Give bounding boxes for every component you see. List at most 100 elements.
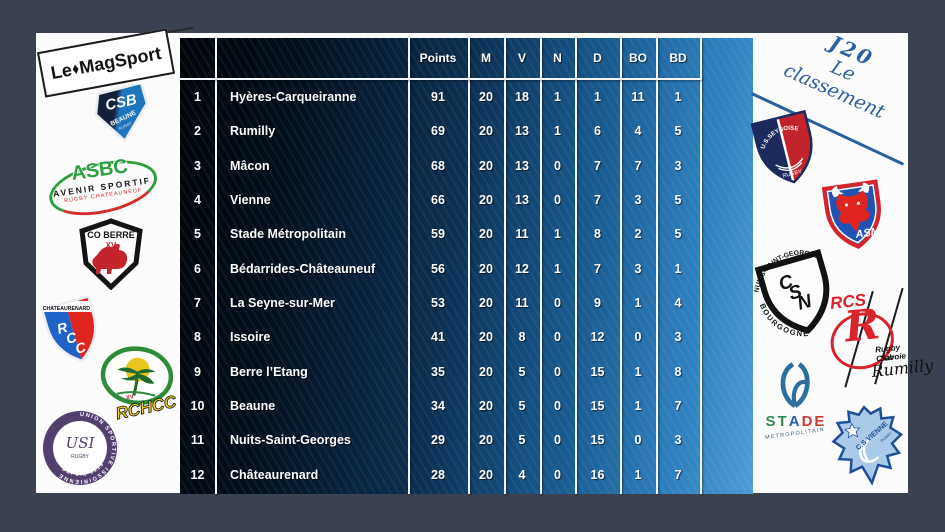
brand-prefix: Le [49, 59, 74, 83]
bo-cell: 1 [634, 467, 642, 482]
table-row: 9 Berre l’Etang 35 20 5 0 15 1 8 [180, 355, 700, 389]
points-cell: 59 [431, 227, 445, 242]
us-issoire-logo: UNION SPORTIVE ISSOIRIENNE DEPUIS 1919 U… [43, 411, 117, 485]
seynoise-sport: RUGBY [782, 169, 803, 180]
n-cell: 1 [554, 124, 561, 139]
team-cell: La Seyne-sur-Mer [230, 296, 335, 311]
column-divider [540, 38, 542, 494]
team-cell: Châteaurenard [230, 467, 319, 482]
matches-column-header: M [481, 51, 491, 65]
m-cell: 20 [479, 193, 493, 208]
table-row: 5 Stade Métropolitain 59 20 11 1 8 2 5 [180, 217, 700, 251]
column-divider [656, 38, 658, 494]
n-cell: 0 [554, 433, 561, 448]
berre-title: CO BERRE [87, 230, 135, 240]
d-cell: 15 [590, 364, 605, 379]
n-cell: 0 [554, 364, 561, 379]
points-cell: 29 [431, 433, 445, 448]
bd-cell: 3 [674, 433, 682, 448]
points-cell: 35 [431, 364, 445, 379]
csb-abbr: CSB [104, 91, 139, 114]
bo-cell: 3 [634, 193, 642, 208]
table-row: 7 La Seyne-sur-Mer 53 20 11 0 9 1 4 [180, 286, 700, 320]
d-cell: 16 [590, 467, 605, 482]
column-divider [575, 38, 577, 494]
bd-cell: 7 [674, 399, 682, 414]
lion-icon [92, 243, 128, 274]
bd-cell: 4 [674, 296, 682, 311]
table-header: Points M V N D BO BD [180, 38, 700, 78]
points-cell: 66 [431, 193, 445, 208]
team-cell: Berre l’Etang [230, 364, 308, 379]
bd-cell: 5 [674, 124, 682, 139]
column-divider [700, 38, 702, 494]
column-divider [504, 38, 506, 494]
bo-cell: 4 [634, 124, 642, 139]
rank-cell: 2 [194, 124, 201, 139]
m-cell: 20 [479, 364, 493, 379]
rank-cell: 1 [194, 90, 201, 105]
rchcc-hyeres-logo: XV RCHCC [100, 346, 179, 424]
tulip-icon [780, 362, 810, 408]
losses-column-header: D [593, 51, 602, 65]
rank-cell: 9 [194, 364, 201, 379]
n-cell: 1 [554, 261, 561, 276]
table-row: 4 Vienne 66 20 13 0 7 3 5 [180, 183, 700, 217]
m-cell: 20 [479, 433, 493, 448]
column-divider [468, 38, 470, 494]
rank-cell: 10 [190, 399, 205, 414]
bo-cell: 1 [634, 399, 642, 414]
header-divider [180, 78, 702, 80]
bd-cell: 7 [674, 467, 682, 482]
table-row: 12 Châteaurenard 28 20 4 0 16 1 7 [180, 458, 700, 492]
points-cell: 34 [431, 399, 445, 414]
rcc-title: CHATEAURENARD [43, 306, 90, 312]
team-cell: Issoire [230, 330, 271, 345]
table-row: 11 Nuits-Saint-Georges 29 20 5 0 15 0 3 [180, 423, 700, 457]
d-cell: 15 [590, 399, 605, 414]
table-row: 2 Rumilly 69 20 13 1 6 4 5 [180, 114, 700, 148]
column-divider [620, 38, 622, 494]
csb-sport: RUGBY [118, 120, 133, 131]
points-cell: 41 [431, 330, 445, 345]
team-cell: Rumilly [230, 124, 276, 139]
column-divider [408, 38, 410, 494]
usi-monogram: USI [66, 434, 96, 452]
m-cell: 20 [479, 399, 493, 414]
csb-beaune-logo: CSB BEAUNE RUGBY [94, 84, 149, 142]
bd-cell: 3 [674, 158, 682, 173]
asm-abbr: ASM [854, 226, 882, 242]
team-cell: Beaune [230, 399, 276, 414]
bull-icon [831, 182, 870, 232]
m-cell: 20 [479, 296, 493, 311]
m-cell: 20 [479, 124, 493, 139]
v-cell: 5 [518, 399, 526, 414]
rank-cell: 4 [194, 193, 201, 208]
d-cell: 7 [594, 193, 601, 208]
d-cell: 1 [594, 90, 601, 105]
table-row: 3 Mâcon 68 20 13 0 7 7 3 [180, 149, 700, 183]
v-cell: 8 [518, 330, 526, 345]
palm-tree-icon [116, 367, 156, 397]
brand-suffix: MagSport [77, 42, 163, 78]
points-cell: 28 [431, 467, 445, 482]
standings-rows: 1 Hyères-Carqueiranne 91 20 18 1 1 11 1 2 Rumilly 6… [180, 80, 700, 492]
rcc-chateaurenard-logo: CHATEAURENARD RCC [40, 294, 105, 368]
rank-cell: 8 [194, 330, 201, 345]
standings-board: Points M V N D BO BD 1 Hyères-Carqueirann… [180, 38, 753, 494]
v-cell: 4 [518, 467, 526, 482]
team-cell: Vienne [230, 193, 271, 208]
us-seynoise-logo: U.S.SEYNOISE RUGBY [750, 109, 821, 189]
csn-nuits-saint-georges-logo: CSN NUITS-SAINT-GEORGES BOURGOGNE [746, 243, 830, 348]
d-cell: 6 [594, 124, 601, 139]
asm-logo: ASM [821, 179, 882, 249]
n-cell: 0 [554, 158, 561, 173]
bo-cell: 0 [634, 433, 642, 448]
bonus-off-column-header: BO [629, 51, 647, 65]
m-cell: 20 [479, 467, 493, 482]
points-cell: 69 [431, 124, 445, 139]
bd-cell: 8 [674, 364, 682, 379]
monogram-icon [858, 439, 880, 463]
bonus-def-column-header: BD [669, 51, 687, 65]
table-row: 1 Hyères-Carqueiranne 91 20 18 1 1 11 1 [180, 80, 700, 114]
